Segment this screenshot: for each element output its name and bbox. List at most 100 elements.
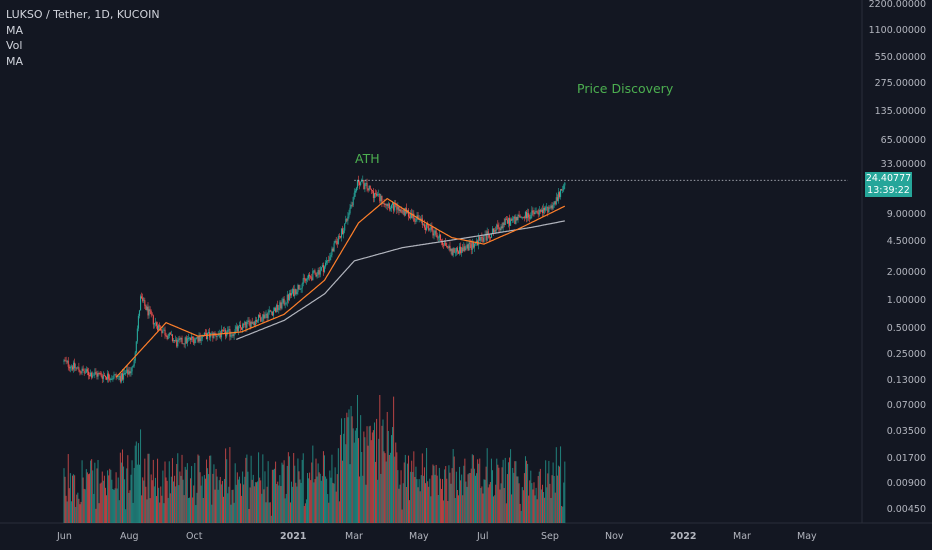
volume-bar xyxy=(104,487,106,523)
candle-body xyxy=(443,244,445,246)
volume-bar xyxy=(380,473,382,523)
volume-bar xyxy=(78,498,80,523)
candle-body xyxy=(516,217,518,221)
volume-bar xyxy=(360,415,362,523)
legend-ma-2[interactable]: MA xyxy=(6,54,24,68)
candle-body xyxy=(426,223,428,231)
volume-bar xyxy=(332,482,334,523)
candle-body xyxy=(290,293,293,296)
volume-bar xyxy=(528,495,530,523)
ma-slow-line xyxy=(236,220,565,340)
candle-body xyxy=(447,247,449,249)
volume-bar xyxy=(379,395,381,523)
candle-body xyxy=(470,244,472,250)
candle-body xyxy=(112,378,114,380)
price-tick: 2.00000 xyxy=(886,267,926,278)
volume-bar xyxy=(293,453,295,523)
candle-body xyxy=(451,248,453,256)
candle-body xyxy=(70,366,72,368)
volume-bar xyxy=(180,475,182,523)
candle-body xyxy=(107,373,109,380)
volume-bar xyxy=(534,495,536,523)
candle-body xyxy=(187,338,189,340)
volume-bar xyxy=(526,460,528,523)
candle-body xyxy=(360,181,362,186)
volume-bar xyxy=(281,462,283,523)
candle-body xyxy=(157,325,159,331)
volume-bar xyxy=(301,459,303,523)
candle-body xyxy=(524,211,527,219)
candle-body xyxy=(349,207,351,214)
volume-bar xyxy=(228,486,230,523)
candle-body xyxy=(473,243,475,248)
volume-bar xyxy=(305,499,307,523)
volume-bar xyxy=(538,471,540,523)
legend-ma[interactable]: MA xyxy=(6,23,24,37)
volume-bar xyxy=(447,501,449,523)
volume-bar xyxy=(84,489,86,523)
volume-bar xyxy=(230,504,232,523)
candle-body xyxy=(249,321,251,328)
candle-body xyxy=(230,335,232,337)
candle-body xyxy=(259,314,261,318)
candle-body xyxy=(480,237,482,241)
candle-body xyxy=(479,236,481,241)
candle-body xyxy=(68,366,70,369)
volume-bar xyxy=(298,471,300,523)
volume-bar xyxy=(396,452,398,523)
candle-body xyxy=(131,367,133,372)
volume-bar xyxy=(135,441,137,523)
volume-bar xyxy=(326,478,328,523)
candle-body xyxy=(305,279,307,281)
volume-bar xyxy=(503,487,505,523)
ma-fast-line xyxy=(115,197,566,378)
volume-bar xyxy=(212,473,214,523)
candle-body xyxy=(409,216,411,219)
candle-body xyxy=(433,233,435,236)
time-tick: 2021 xyxy=(280,531,307,542)
candle-body xyxy=(286,294,288,303)
candle-body xyxy=(75,367,77,369)
candle-body xyxy=(300,288,302,290)
volume-bar xyxy=(461,474,463,523)
volume-bar xyxy=(428,486,430,523)
candle-body xyxy=(96,373,98,377)
volume-bar xyxy=(464,458,466,523)
volume-bar xyxy=(446,478,448,523)
volume-bar xyxy=(473,468,475,523)
candle-body xyxy=(311,277,313,281)
volume-bar xyxy=(72,475,74,523)
candle-body xyxy=(457,251,460,254)
volume-bar xyxy=(297,458,299,523)
candle-body xyxy=(178,338,180,341)
volume-bar xyxy=(169,493,171,523)
price-tick: 4.50000 xyxy=(886,236,926,247)
candle-body xyxy=(306,278,309,280)
candle-body xyxy=(393,202,395,211)
volume-bar xyxy=(204,478,206,523)
volume-bar xyxy=(242,471,244,523)
candle-body xyxy=(208,332,210,334)
volume-bar xyxy=(516,476,518,523)
candle-body xyxy=(529,217,531,219)
candle-body xyxy=(545,207,547,211)
candle-body xyxy=(197,336,199,342)
candle-body xyxy=(357,180,360,183)
price-tick: 65.00000 xyxy=(880,135,926,146)
legend-symbol[interactable]: LUKSO / Tether, 1D, KUCOIN xyxy=(6,8,160,21)
legend-vol[interactable]: Vol xyxy=(6,39,23,52)
volume-bar xyxy=(102,480,104,523)
candle-body xyxy=(280,302,282,309)
volume-bar xyxy=(478,463,480,523)
price-tick: 550.00000 xyxy=(874,52,926,63)
last-price-badge: 24.40777 13:39:22 xyxy=(865,172,912,197)
candle-body xyxy=(561,189,563,191)
volume-bar xyxy=(70,501,72,523)
candle-body xyxy=(361,180,363,182)
candle-body xyxy=(332,248,334,252)
candle-body xyxy=(148,309,150,316)
candle-body xyxy=(292,289,294,294)
candle-body xyxy=(345,219,347,224)
